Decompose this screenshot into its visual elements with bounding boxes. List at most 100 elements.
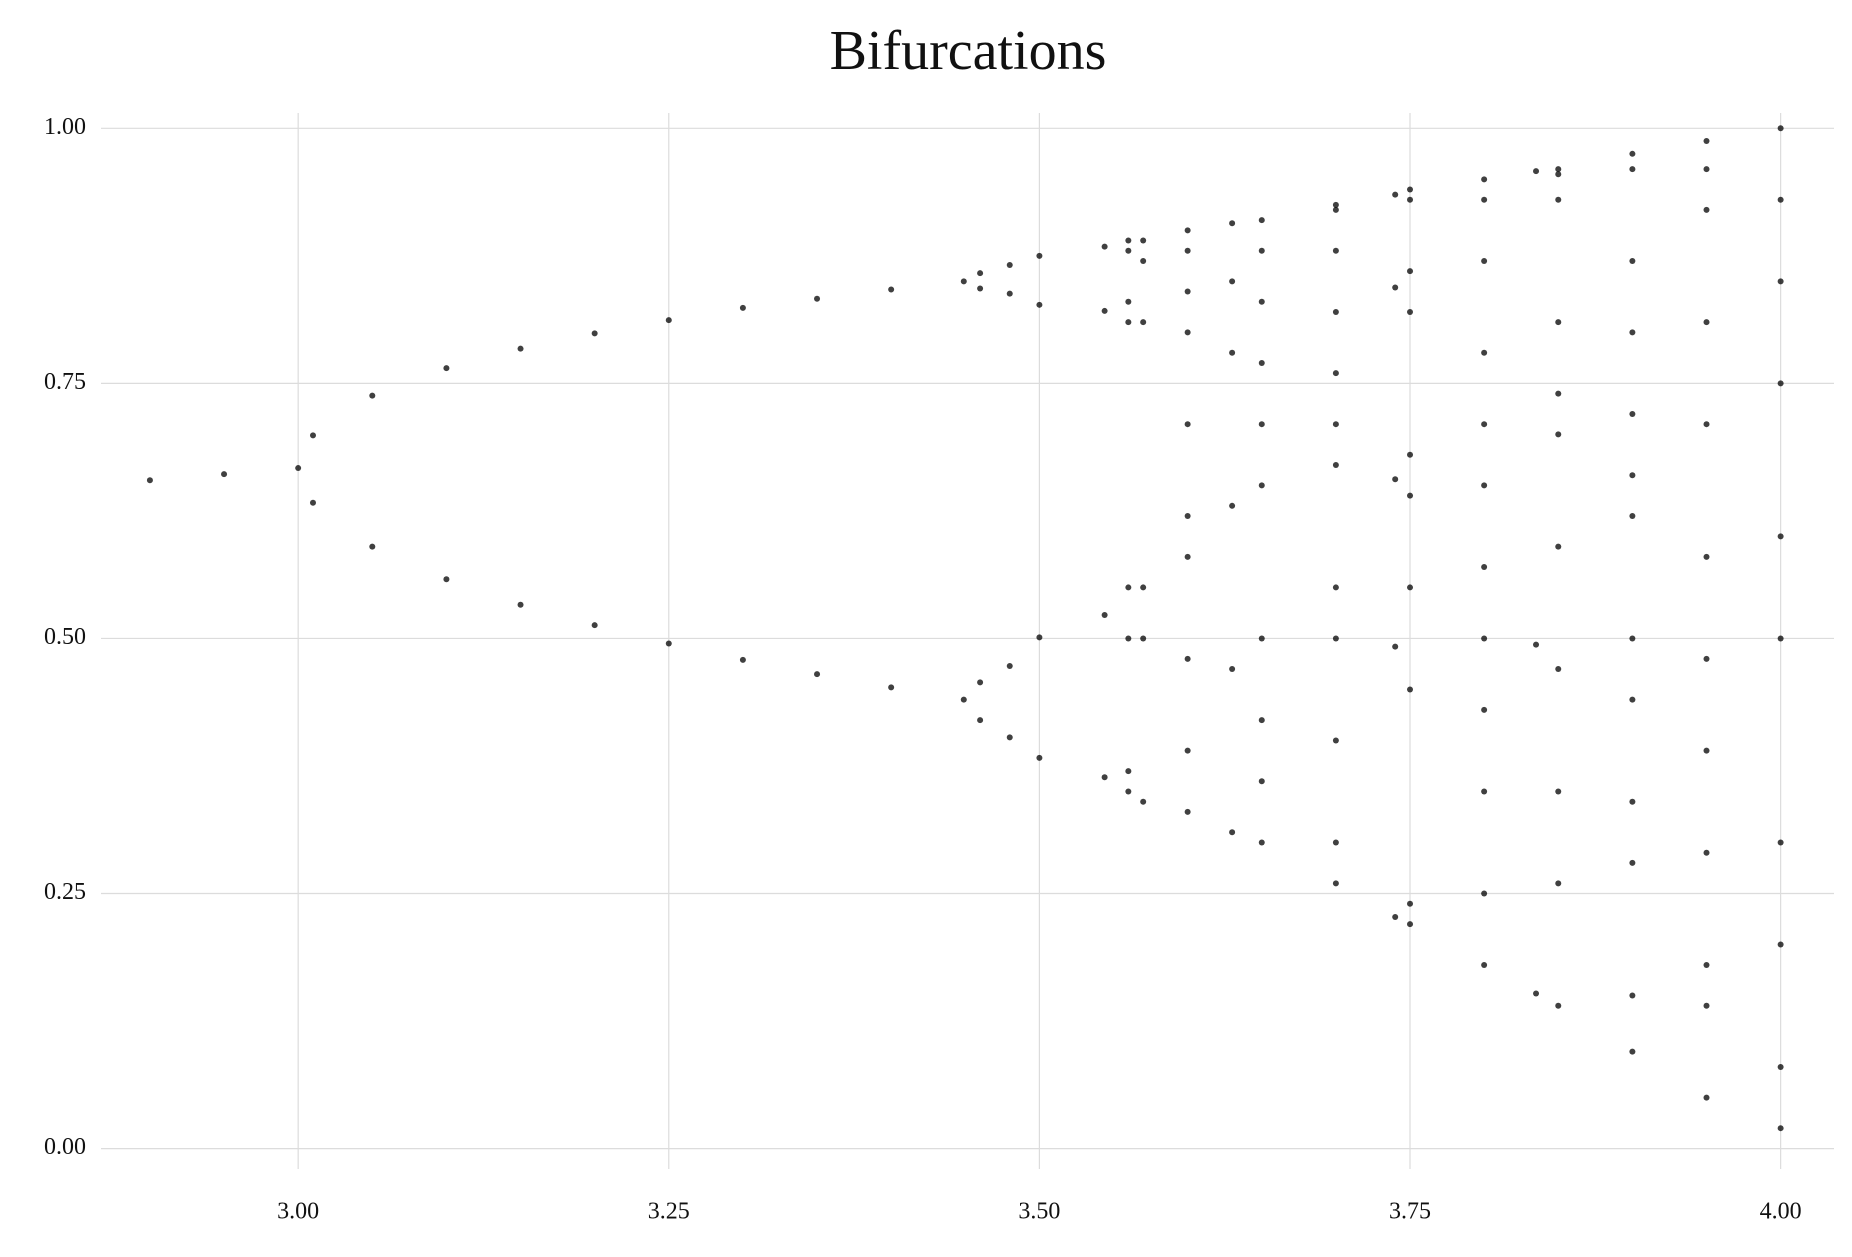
- point: [1777, 635, 1784, 642]
- ticks: 3.00 3.25 3.50 3.75 4.00 0.00 0.25 0.50 0.75 1.00: [44, 114, 1802, 1225]
- point: [960, 696, 967, 703]
- point: [1258, 298, 1265, 305]
- point: [1777, 278, 1784, 285]
- point: [1140, 635, 1147, 642]
- point: [369, 392, 376, 399]
- point: [1392, 476, 1399, 483]
- point: [1481, 421, 1488, 428]
- point: [1140, 798, 1147, 805]
- point: [1407, 268, 1414, 275]
- point: [1629, 329, 1636, 336]
- point: [1555, 431, 1562, 438]
- point: [369, 543, 376, 550]
- point: [1332, 584, 1339, 591]
- point: [1555, 390, 1562, 397]
- point: [309, 432, 316, 439]
- point: [1407, 186, 1414, 193]
- point: [1184, 227, 1191, 234]
- point: [1629, 472, 1636, 479]
- point: [1392, 913, 1399, 920]
- x-tick-label: 3.00: [277, 1199, 319, 1225]
- point: [1006, 662, 1013, 669]
- point: [977, 285, 984, 292]
- point: [1777, 533, 1784, 540]
- point: [1184, 655, 1191, 662]
- point: [1407, 308, 1414, 315]
- chart-title: Bifurcations: [830, 20, 1107, 82]
- point: [1629, 513, 1636, 520]
- point: [1332, 370, 1339, 377]
- point: [1703, 747, 1710, 754]
- point: [1125, 319, 1132, 326]
- point: [1101, 611, 1108, 618]
- point: [814, 671, 821, 678]
- point: [1407, 686, 1414, 693]
- point: [1703, 206, 1710, 213]
- point: [1407, 921, 1414, 928]
- point: [1332, 462, 1339, 468]
- point: [1629, 635, 1636, 642]
- point: [1184, 513, 1191, 520]
- point: [1229, 349, 1236, 356]
- x-tick-label: 4.00: [1760, 1199, 1802, 1225]
- point: [1258, 421, 1265, 428]
- point: [1332, 308, 1339, 315]
- point: [1125, 788, 1132, 795]
- point: [1703, 849, 1710, 856]
- point: [1703, 1002, 1710, 1009]
- point: [443, 576, 450, 583]
- point: [591, 622, 598, 629]
- point: [888, 286, 895, 293]
- point: [1332, 201, 1339, 208]
- point: [1533, 641, 1540, 648]
- point: [1777, 839, 1784, 846]
- grid: [101, 113, 1834, 1169]
- point: [1777, 380, 1784, 387]
- point: [1184, 808, 1191, 815]
- point: [665, 317, 672, 324]
- point: [517, 601, 524, 608]
- point: [1629, 992, 1636, 999]
- point: [1184, 421, 1191, 428]
- point: [1125, 635, 1132, 642]
- point: [960, 278, 967, 285]
- point: [1392, 191, 1399, 198]
- point: [1407, 492, 1414, 499]
- point: [1481, 890, 1488, 897]
- point: [1184, 553, 1191, 560]
- point: [1703, 961, 1710, 968]
- point: [1481, 788, 1488, 795]
- point: [1481, 257, 1488, 264]
- point: [1101, 774, 1108, 781]
- point: [1258, 359, 1265, 366]
- point: [1332, 737, 1339, 744]
- point: [739, 656, 746, 663]
- point: [1036, 301, 1043, 308]
- point: [1229, 666, 1236, 673]
- point: [739, 304, 746, 311]
- point: [1407, 900, 1414, 907]
- point: [1407, 196, 1414, 203]
- point: [1036, 252, 1043, 259]
- point: [1229, 278, 1236, 285]
- point: [1125, 584, 1132, 591]
- point: [1258, 839, 1265, 846]
- point: [1392, 284, 1399, 291]
- point: [1229, 220, 1236, 227]
- point: [1140, 237, 1147, 244]
- point: [1629, 1048, 1636, 1055]
- point: [1703, 1094, 1710, 1101]
- point: [1481, 564, 1488, 571]
- point: [1533, 990, 1540, 997]
- point: [1629, 798, 1636, 805]
- y-tick-label: 0.25: [44, 879, 86, 905]
- point: [977, 717, 984, 724]
- point: [1629, 859, 1636, 866]
- point: [1555, 171, 1562, 178]
- point: [1332, 247, 1339, 254]
- y-tick-label: 0.75: [44, 369, 86, 395]
- point: [1258, 247, 1265, 254]
- point: [1481, 482, 1488, 489]
- y-tick-label: 0.50: [44, 624, 86, 650]
